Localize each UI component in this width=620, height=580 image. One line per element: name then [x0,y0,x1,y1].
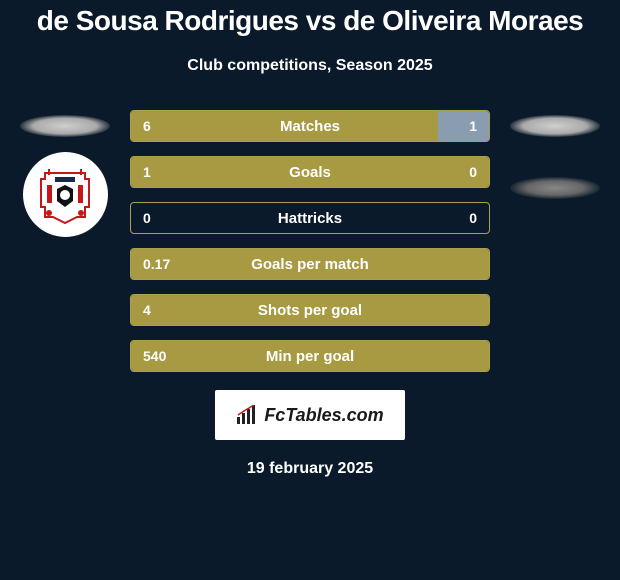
chart-icon [236,405,260,425]
stat-label: Shots per goal [258,302,362,319]
stat-label: Goals [289,164,331,181]
bar-right-fill [438,111,489,141]
stat-label: Goals per match [251,256,369,273]
stat-left-value: 6 [143,118,151,134]
stat-right-value: 0 [469,210,477,226]
stat-label: Hattricks [278,210,342,227]
club-crest-left [23,152,108,237]
stat-bar: 0.17 Goals per match [130,248,490,280]
stat-right-value: 1 [469,118,477,134]
stat-bar: 1 0 Goals [130,156,490,188]
branding-text: FcTables.com [264,405,383,426]
stat-left-value: 0 [143,210,151,226]
left-badge-column [20,110,110,237]
shadow-ellipse-icon [20,115,110,137]
crest-icon [35,165,95,225]
stat-bar: 4 Shots per goal [130,294,490,326]
stat-left-value: 540 [143,348,166,364]
page-title: de Sousa Rodrigues vs de Oliveira Moraes [37,5,583,37]
stat-left-value: 4 [143,302,151,318]
stat-bar: 6 1 Matches [130,110,490,142]
stat-left-value: 0.17 [143,256,170,272]
shadow-ellipse-icon [510,115,600,137]
branding-box[interactable]: FcTables.com [215,390,405,440]
stat-left-value: 1 [143,164,151,180]
stat-bar: 540 Min per goal [130,340,490,372]
date-label: 19 february 2025 [247,460,373,478]
right-badge-column [510,110,600,199]
stat-bar: 0 0 Hattricks [130,202,490,234]
subtitle: Club competitions, Season 2025 [187,57,432,75]
content-row: 6 1 Matches 1 0 Goals 0 0 Hattricks 0.17 Goals per… [0,110,620,372]
stat-label: Min per goal [266,348,354,365]
stat-label: Matches [280,118,340,135]
stats-bars: 6 1 Matches 1 0 Goals 0 0 Hattricks 0.17 Goals per… [130,110,490,372]
shadow-ellipse-dark-icon [510,177,600,199]
stat-right-value: 0 [469,164,477,180]
